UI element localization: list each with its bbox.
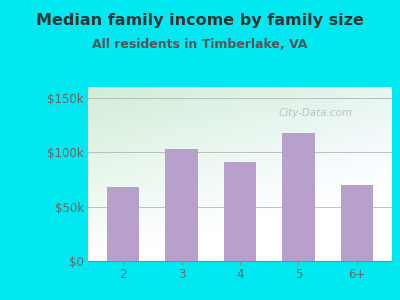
Text: City-Data.com: City-Data.com — [279, 108, 353, 118]
Text: Median family income by family size: Median family income by family size — [36, 14, 364, 28]
Bar — [224, 162, 256, 261]
Bar — [107, 187, 139, 261]
Bar — [282, 133, 314, 261]
Bar — [341, 185, 373, 261]
Text: All residents in Timberlake, VA: All residents in Timberlake, VA — [92, 38, 308, 50]
Bar — [166, 149, 198, 261]
